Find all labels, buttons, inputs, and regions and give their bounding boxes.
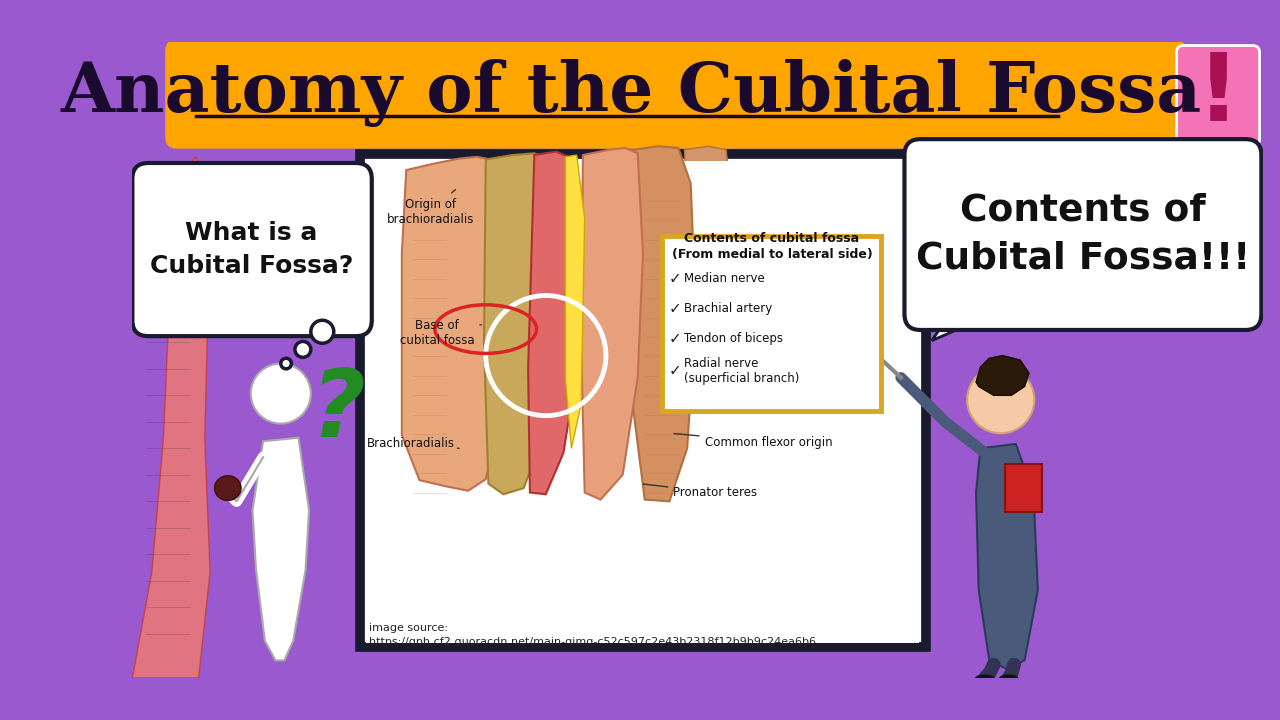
- FancyBboxPatch shape: [132, 163, 371, 336]
- Circle shape: [294, 341, 311, 357]
- Ellipse shape: [998, 675, 1019, 682]
- Polygon shape: [685, 146, 908, 519]
- Polygon shape: [977, 356, 1029, 395]
- Polygon shape: [631, 146, 696, 501]
- Text: Brachioradialis: Brachioradialis: [366, 438, 460, 451]
- Polygon shape: [132, 157, 210, 678]
- Polygon shape: [581, 148, 643, 500]
- FancyBboxPatch shape: [905, 139, 1261, 330]
- FancyBboxPatch shape: [1005, 464, 1042, 512]
- Text: Contents of cubital fossa
(From medial to lateral side): Contents of cubital fossa (From medial t…: [672, 233, 873, 261]
- Text: Tendon of biceps: Tendon of biceps: [684, 333, 782, 346]
- FancyBboxPatch shape: [1176, 45, 1260, 146]
- Polygon shape: [932, 321, 977, 341]
- Polygon shape: [566, 155, 585, 449]
- Circle shape: [968, 366, 1034, 433]
- Polygon shape: [977, 444, 1038, 669]
- Polygon shape: [252, 438, 308, 660]
- Ellipse shape: [215, 476, 241, 500]
- Text: What is a
Cubital Fossa?: What is a Cubital Fossa?: [150, 221, 353, 279]
- Text: Contents of
Cubital Fossa!!!: Contents of Cubital Fossa!!!: [915, 193, 1251, 276]
- Polygon shape: [484, 153, 554, 494]
- Circle shape: [311, 320, 334, 343]
- Polygon shape: [529, 151, 580, 494]
- Circle shape: [251, 364, 311, 423]
- FancyBboxPatch shape: [166, 40, 1185, 148]
- Text: Common flexor origin: Common flexor origin: [675, 433, 832, 449]
- Text: ✓: ✓: [668, 301, 681, 316]
- Text: image source:
https://qph.cf2.quoracdn.net/main-qimg-c52c597c2e43b2318f12b9b9c24: image source: https://qph.cf2.quoracdn.n…: [369, 624, 817, 647]
- Circle shape: [280, 359, 292, 369]
- Text: Pronator teres: Pronator teres: [643, 484, 758, 499]
- Bar: [360, 154, 925, 647]
- FancyBboxPatch shape: [663, 236, 882, 411]
- Text: Brachial artery: Brachial artery: [684, 302, 772, 315]
- Ellipse shape: [975, 675, 995, 682]
- Text: ✓: ✓: [668, 331, 681, 346]
- Text: Radial nerve
(superficial branch): Radial nerve (superficial branch): [684, 356, 799, 384]
- Text: !: !: [1197, 49, 1239, 141]
- Text: ✓: ✓: [668, 271, 681, 287]
- Bar: [366, 161, 919, 643]
- Text: Origin of
brachioradialis: Origin of brachioradialis: [388, 189, 475, 225]
- Polygon shape: [402, 157, 503, 491]
- Text: ✓: ✓: [668, 363, 681, 378]
- Text: Base of
cubital fossa: Base of cubital fossa: [399, 320, 481, 348]
- Text: ?: ?: [310, 365, 365, 457]
- Text: Median nerve: Median nerve: [684, 272, 764, 285]
- Text: Anatomy of the Cubital Fossa: Anatomy of the Cubital Fossa: [61, 59, 1202, 127]
